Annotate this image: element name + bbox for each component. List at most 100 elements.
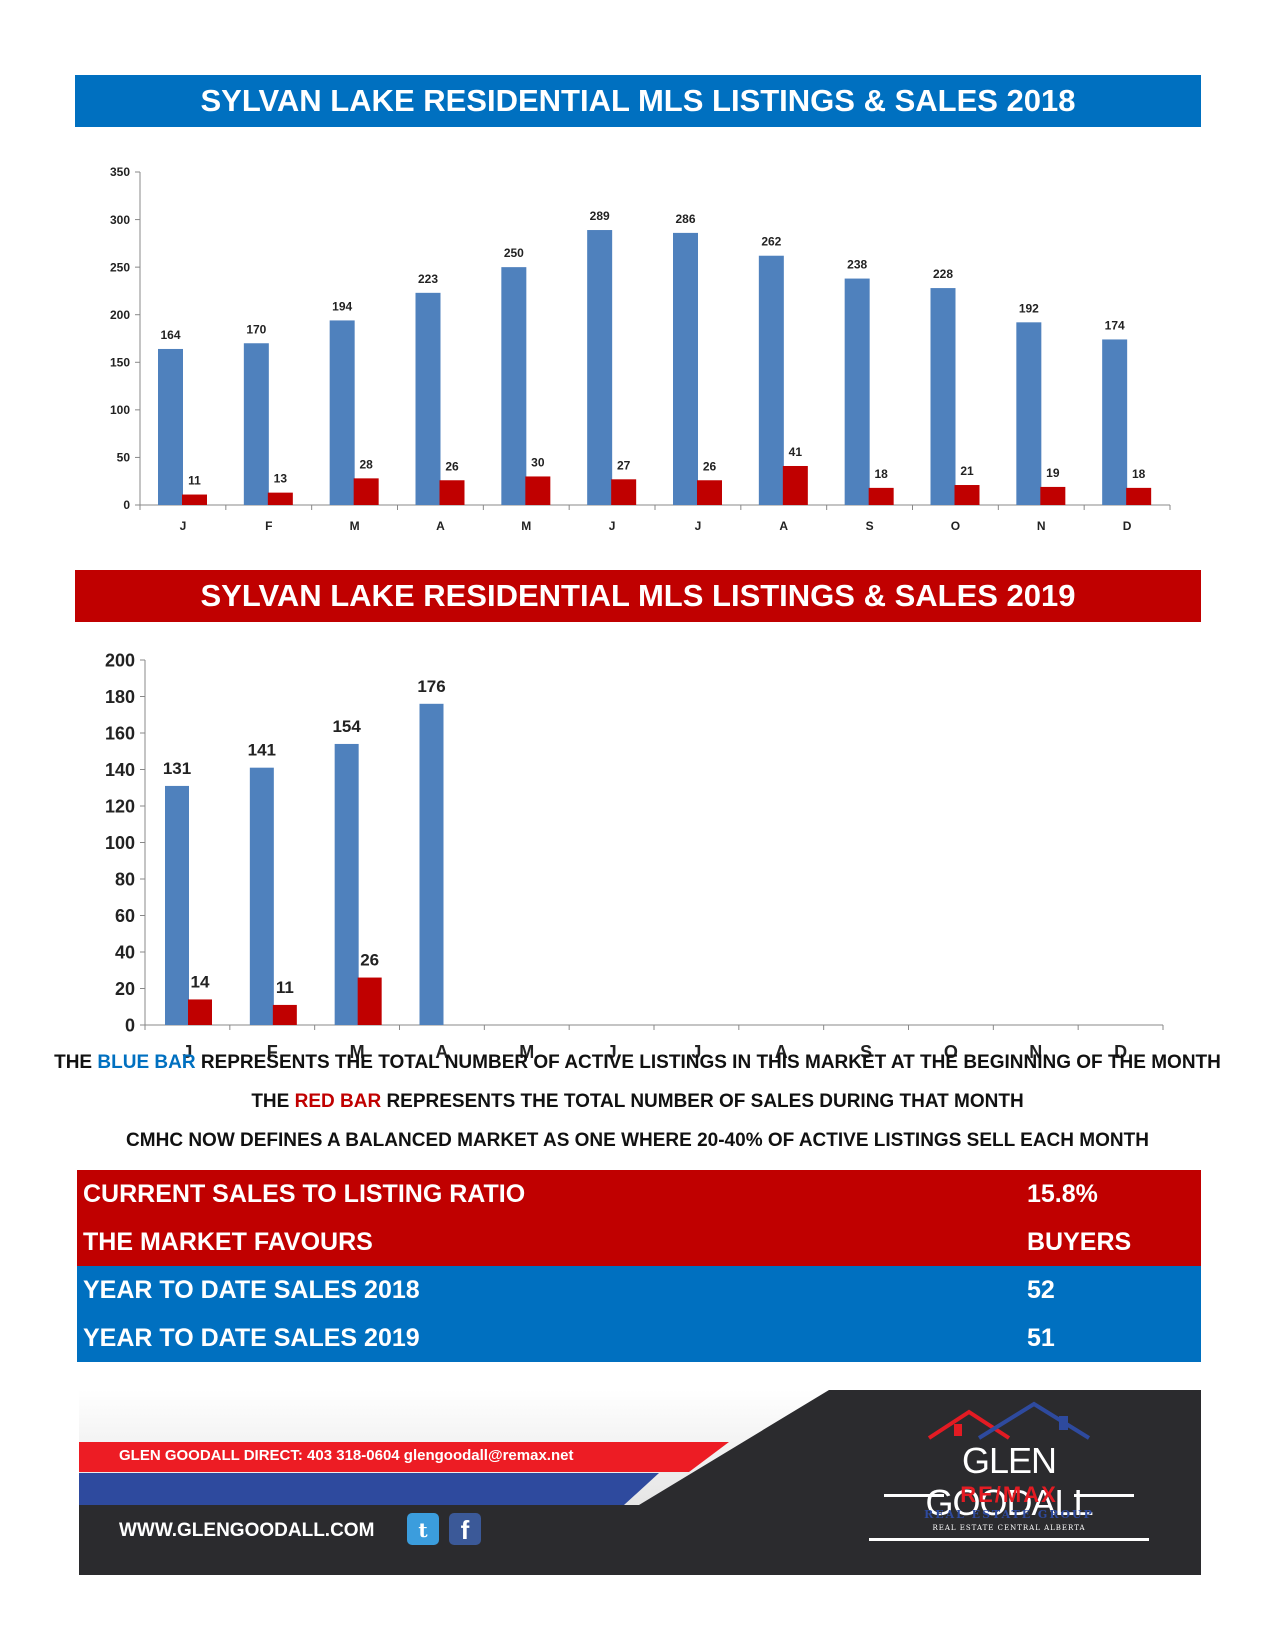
x-tick-label: J	[180, 519, 187, 533]
data-label: 26	[703, 459, 717, 473]
listings-bar	[158, 348, 183, 505]
sales-bar	[954, 485, 980, 505]
x-tick-label: D	[1114, 1042, 1127, 1060]
stats-label: THE MARKET FAVOURS	[83, 1228, 373, 1256]
data-label: 11	[276, 978, 294, 997]
stats-label: YEAR TO DATE SALES 2019	[83, 1324, 420, 1352]
data-label: 21	[960, 464, 974, 478]
data-label: 18	[874, 467, 888, 481]
x-tick-label: M	[350, 1042, 365, 1060]
data-label: 170	[246, 322, 266, 336]
listings-bar	[1016, 322, 1042, 505]
listings-bar	[930, 288, 956, 505]
data-label: 238	[847, 258, 867, 272]
y-tick-label: 200	[110, 308, 130, 322]
x-tick-label: F	[265, 519, 272, 533]
sales-bar	[188, 999, 212, 1025]
listings-bar	[419, 703, 444, 1025]
x-tick-label: S	[866, 519, 874, 533]
sales-bar	[525, 476, 551, 505]
x-tick-label: J	[182, 1042, 192, 1060]
data-label: 18	[1132, 467, 1146, 481]
listings-bar	[249, 767, 274, 1025]
chart-2018: 0 50 100 150 200 250 300 350 J F M A M J J A S O N D 164 170 1…	[110, 165, 1171, 533]
listings-bar	[844, 278, 870, 505]
x-tick-label: N	[1037, 519, 1046, 533]
x-tick-label: F	[267, 1042, 278, 1060]
x-tick-label: O	[944, 1042, 958, 1060]
twitter-icon[interactable]: t	[407, 1513, 439, 1545]
x-tick-label: M	[519, 1042, 534, 1060]
sales-bar	[353, 478, 379, 505]
stats-value: 15.8%	[1027, 1180, 1098, 1208]
blue-bar-label: BLUE BAR	[97, 1052, 196, 1073]
data-label: 176	[417, 677, 445, 696]
x-tick-label: A	[436, 519, 445, 533]
data-label: 26	[360, 951, 379, 970]
facebook-icon[interactable]: f	[449, 1513, 481, 1545]
data-label: 26	[445, 459, 459, 473]
listings-bar	[587, 230, 613, 505]
sales-bar	[782, 465, 808, 505]
y-tick-label: 180	[105, 687, 135, 707]
x-tick-label: D	[1123, 519, 1132, 533]
listings-bar	[501, 267, 527, 505]
sales-bar	[182, 494, 207, 505]
y-tick-label: 200	[105, 650, 135, 670]
data-label: 14	[191, 972, 210, 991]
sales-bar	[439, 480, 465, 505]
data-label: 19	[1046, 466, 1060, 480]
brand-name: GLEN GOODALL	[925, 1440, 1093, 1523]
house-roof-icon	[927, 1401, 1091, 1440]
x-tick-label: J	[607, 1042, 617, 1060]
data-label: 192	[1019, 301, 1039, 315]
data-label: 30	[531, 455, 545, 469]
data-label: 194	[332, 299, 352, 313]
chart-2019-title: SYLVAN LAKE RESIDENTIAL MLS LISTINGS & S…	[75, 570, 1201, 622]
listings-bar	[758, 255, 784, 505]
y-tick-label: 50	[117, 451, 131, 465]
sales-bar	[1126, 487, 1152, 505]
footer-banner: GLEN GOODALL DIRECT: 403 318-0604 glengo…	[79, 1390, 1201, 1575]
data-label: 262	[761, 235, 781, 249]
brand-region: REAL ESTATE CENTRAL ALBERTA	[932, 1524, 1086, 1532]
data-label: 13	[274, 472, 288, 486]
data-label: 250	[504, 246, 524, 260]
y-tick-label: 100	[110, 403, 130, 417]
chart-2019: 0 20 40 60 80 100 120 140 160 180 200 J F M A M J J A S O N D 1…	[105, 650, 1164, 1060]
y-tick-label: 60	[115, 906, 135, 926]
data-label: 28	[359, 457, 373, 471]
y-tick-label: 0	[123, 498, 130, 512]
y-tick-label: 150	[110, 355, 130, 369]
stats-value: BUYERS	[1027, 1228, 1132, 1256]
y-tick-label: 350	[110, 165, 130, 179]
website-link[interactable]: WWW.GLENGOODALL.COM	[119, 1520, 375, 1541]
x-tick-label: J	[691, 1042, 701, 1060]
listings-bar	[673, 232, 698, 505]
listings-bar	[1102, 339, 1128, 505]
y-tick-label: 40	[115, 942, 135, 962]
data-label: 228	[933, 267, 953, 281]
sales-bar	[697, 480, 722, 505]
data-label: 141	[248, 741, 276, 760]
sales-bar	[267, 492, 293, 505]
y-tick-label: 250	[110, 260, 130, 274]
x-tick-label: S	[860, 1042, 872, 1060]
sales-bar	[611, 479, 637, 505]
x-tick-label: A	[779, 519, 788, 533]
data-label: 27	[617, 458, 631, 472]
data-label: 164	[160, 328, 180, 342]
stats-row-ratio: CURRENT SALES TO LISTING RATIO 15.8%	[77, 1170, 1201, 1218]
y-tick-label: 120	[105, 796, 135, 816]
legend-note-red: THE RED BAR REPRESENTS THE TOTAL NUMBER …	[251, 1091, 1024, 1112]
y-tick-label: 140	[105, 760, 135, 780]
y-tick-label: 300	[110, 213, 130, 227]
sales-bar	[868, 487, 894, 505]
x-tick-label: J	[695, 519, 702, 533]
listings-bar	[415, 292, 441, 505]
y-tick-label: 0	[125, 1015, 135, 1035]
x-tick-label: M	[350, 519, 360, 533]
stats-label: YEAR TO DATE SALES 2018	[83, 1276, 420, 1304]
data-label: 131	[163, 759, 191, 778]
stats-row-ytd-2019: YEAR TO DATE SALES 2019 51	[77, 1314, 1201, 1362]
